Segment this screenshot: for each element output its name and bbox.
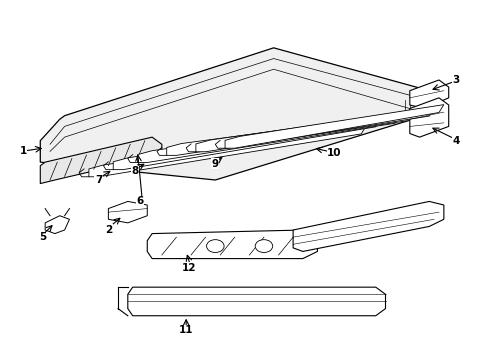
Polygon shape [40, 137, 162, 184]
Text: 11: 11 [179, 325, 193, 335]
Polygon shape [113, 119, 380, 170]
Polygon shape [409, 80, 448, 109]
Polygon shape [166, 112, 419, 156]
Text: 4: 4 [451, 136, 459, 146]
Polygon shape [224, 105, 443, 148]
Text: 1: 1 [20, 147, 27, 157]
Text: 8: 8 [131, 166, 139, 176]
Polygon shape [89, 126, 366, 177]
Polygon shape [137, 115, 399, 162]
Polygon shape [127, 287, 385, 316]
Polygon shape [40, 48, 428, 180]
Text: 3: 3 [451, 75, 459, 85]
Text: 9: 9 [211, 159, 219, 169]
Polygon shape [196, 108, 433, 152]
Text: 6: 6 [136, 197, 143, 206]
Polygon shape [292, 202, 443, 251]
Circle shape [206, 240, 224, 252]
Text: 2: 2 [104, 225, 112, 235]
Text: 5: 5 [39, 232, 46, 242]
Circle shape [255, 240, 272, 252]
Polygon shape [147, 230, 317, 258]
Text: 7: 7 [95, 175, 102, 185]
Polygon shape [409, 98, 448, 137]
Text: 10: 10 [326, 148, 341, 158]
Text: 12: 12 [181, 262, 195, 273]
Polygon shape [45, 216, 69, 234]
Polygon shape [108, 202, 147, 223]
